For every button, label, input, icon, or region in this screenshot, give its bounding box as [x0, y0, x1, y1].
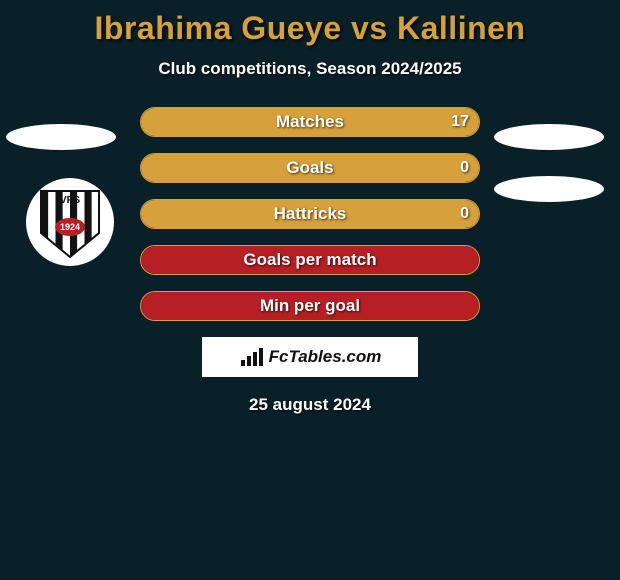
badge-year: 1924 [60, 222, 80, 232]
stat-row: Min per goal [140, 291, 480, 321]
page-subtitle: Club competitions, Season 2024/2025 [0, 59, 620, 79]
brand-box: FcTables.com [202, 337, 418, 377]
stat-row: Goals per match [140, 245, 480, 275]
player-left-placeholder [6, 124, 116, 150]
stat-label: Hattricks [274, 204, 347, 224]
stats-container: Matches 17 Goals 0 Hattricks 0 Goals per match… [140, 107, 480, 321]
stat-row: Matches 17 [140, 107, 480, 137]
player-right-placeholder-2 [494, 176, 604, 202]
footer-date: 25 august 2024 [0, 395, 620, 415]
stat-value-right: 17 [451, 113, 469, 131]
player-right-placeholder [494, 124, 604, 150]
stat-row: Hattricks 0 [140, 199, 480, 229]
club-badge-svg: VPS 1924 [31, 183, 109, 261]
badge-top-label: VPS [60, 195, 80, 206]
brand-bars-icon [239, 346, 265, 368]
stat-label: Min per goal [260, 296, 360, 316]
stat-label: Goals [286, 158, 333, 178]
stat-value-right: 0 [460, 159, 469, 177]
club-badge-icon: VPS 1924 [26, 178, 114, 266]
page-title: Ibrahima Gueye vs Kallinen [0, 0, 620, 47]
stat-row: Goals 0 [140, 153, 480, 183]
brand-text: FcTables.com [269, 347, 382, 367]
stat-label: Goals per match [243, 250, 376, 270]
stat-value-right: 0 [460, 205, 469, 223]
stat-label: Matches [276, 112, 344, 132]
